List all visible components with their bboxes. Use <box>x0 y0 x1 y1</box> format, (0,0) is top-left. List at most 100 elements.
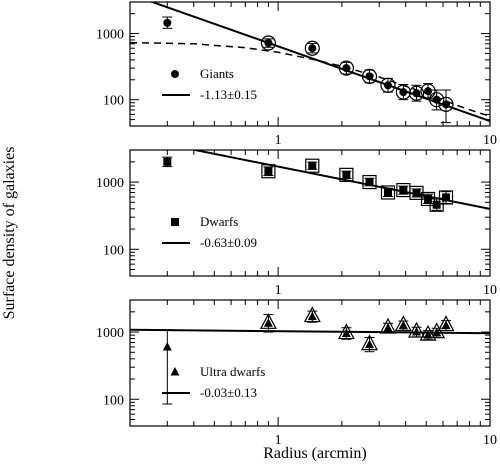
point-marker <box>307 311 317 321</box>
open-marker <box>379 317 397 334</box>
data-points <box>162 306 455 405</box>
point-marker <box>442 100 451 109</box>
data-point <box>380 77 396 93</box>
open-marker <box>437 315 455 332</box>
open-marker <box>305 158 320 173</box>
open-marker <box>438 96 454 112</box>
data-point <box>304 40 320 56</box>
point-marker <box>308 44 317 53</box>
point-marker <box>162 341 172 351</box>
open-marker <box>429 92 445 108</box>
y-tick-label: 1000 <box>96 176 124 191</box>
data-point <box>361 68 378 84</box>
point-marker <box>308 161 317 170</box>
point-marker <box>399 186 408 195</box>
open-marker <box>303 306 321 323</box>
legend: Ultra dwarfs -0.03±0.13 <box>162 364 265 400</box>
point-marker <box>424 194 433 203</box>
y-tick-label: 100 <box>103 393 124 408</box>
point-marker <box>432 95 441 104</box>
point-marker <box>365 339 375 349</box>
open-marker <box>260 35 277 51</box>
legend: Giants -1.13±0.15 <box>162 66 257 102</box>
open-marker <box>394 315 412 332</box>
legend-line-label: -0.63±0.09 <box>200 235 257 250</box>
data-point <box>409 185 424 200</box>
point-marker <box>342 64 351 73</box>
plot-frame <box>129 299 491 427</box>
point-marker <box>383 188 392 197</box>
data-point <box>394 315 412 332</box>
data-point <box>380 185 396 200</box>
data-point <box>438 190 454 205</box>
data-point <box>162 329 173 405</box>
y-axis-ticks <box>130 1 490 127</box>
point-marker <box>365 178 374 187</box>
open-marker <box>380 77 396 93</box>
fit-lines <box>130 328 490 335</box>
legend-marker <box>171 218 179 226</box>
point-marker <box>263 318 273 327</box>
point-marker <box>412 89 421 98</box>
plot-frame <box>129 149 491 277</box>
point-marker <box>398 320 408 330</box>
data-point <box>259 313 277 333</box>
point-marker <box>383 322 393 332</box>
x-axis-ticks <box>129 150 491 276</box>
data-point <box>408 84 425 102</box>
y-tick-label: 1000 <box>96 326 124 341</box>
point-marker <box>432 200 441 209</box>
data-point <box>162 156 173 168</box>
point-marker <box>441 320 451 330</box>
chart-panel-middle: 1 10 100 1000 Dwarfs -0.63±0.09 <box>96 149 497 298</box>
open-marker <box>361 334 379 351</box>
open-marker <box>304 40 320 56</box>
data-points <box>162 16 454 124</box>
point-marker <box>432 327 442 337</box>
data-point <box>305 158 320 173</box>
x-tick-label: 10 <box>483 133 497 148</box>
x-axis-title: Radius (arcmin) <box>263 445 367 462</box>
profile-fit-dashed-line <box>130 41 490 118</box>
point-marker <box>365 72 374 81</box>
open-marker <box>361 68 378 84</box>
open-marker <box>408 85 425 101</box>
open-marker <box>438 190 454 205</box>
x-axis-ticks <box>129 2 491 126</box>
y-axis-title: Surface density of galaxies <box>1 147 18 320</box>
point-marker <box>383 81 392 90</box>
y-tick-label: 100 <box>103 243 124 258</box>
open-marker <box>261 164 276 179</box>
y-tick-label: 1000 <box>96 28 124 43</box>
point-marker <box>264 167 273 176</box>
data-points <box>162 156 454 212</box>
chart-panel-top: 1 10 100 1000 Giants -1.13±0.15 <box>96 1 497 148</box>
legend-marker-label: Giants <box>200 66 234 81</box>
chart-panels: 1 10 100 1000 Giants -1.13±0.15 1 10 100 1000 Dwar… <box>96 1 497 448</box>
data-point <box>337 323 355 340</box>
data-point <box>395 83 411 101</box>
legend-marker <box>171 70 179 78</box>
point-marker <box>442 193 451 202</box>
point-marker <box>163 157 172 166</box>
point-marker <box>163 18 172 27</box>
data-point <box>162 16 173 29</box>
x-axis-ticks <box>129 300 491 426</box>
power-law-fit-line <box>130 328 490 335</box>
data-point <box>379 317 397 334</box>
data-point <box>260 35 277 51</box>
open-marker <box>429 197 444 212</box>
open-marker <box>362 174 377 190</box>
data-point <box>361 334 379 353</box>
legend-marker-label: Dwarfs <box>200 214 238 229</box>
legend: Dwarfs -0.63±0.09 <box>162 214 257 250</box>
open-marker <box>395 84 411 100</box>
plot-frame <box>129 1 491 127</box>
data-point <box>303 306 321 323</box>
legend-marker <box>170 367 180 376</box>
point-marker <box>341 328 351 338</box>
y-axis-ticks <box>130 299 490 427</box>
data-point <box>339 167 354 182</box>
data-point <box>420 83 436 99</box>
